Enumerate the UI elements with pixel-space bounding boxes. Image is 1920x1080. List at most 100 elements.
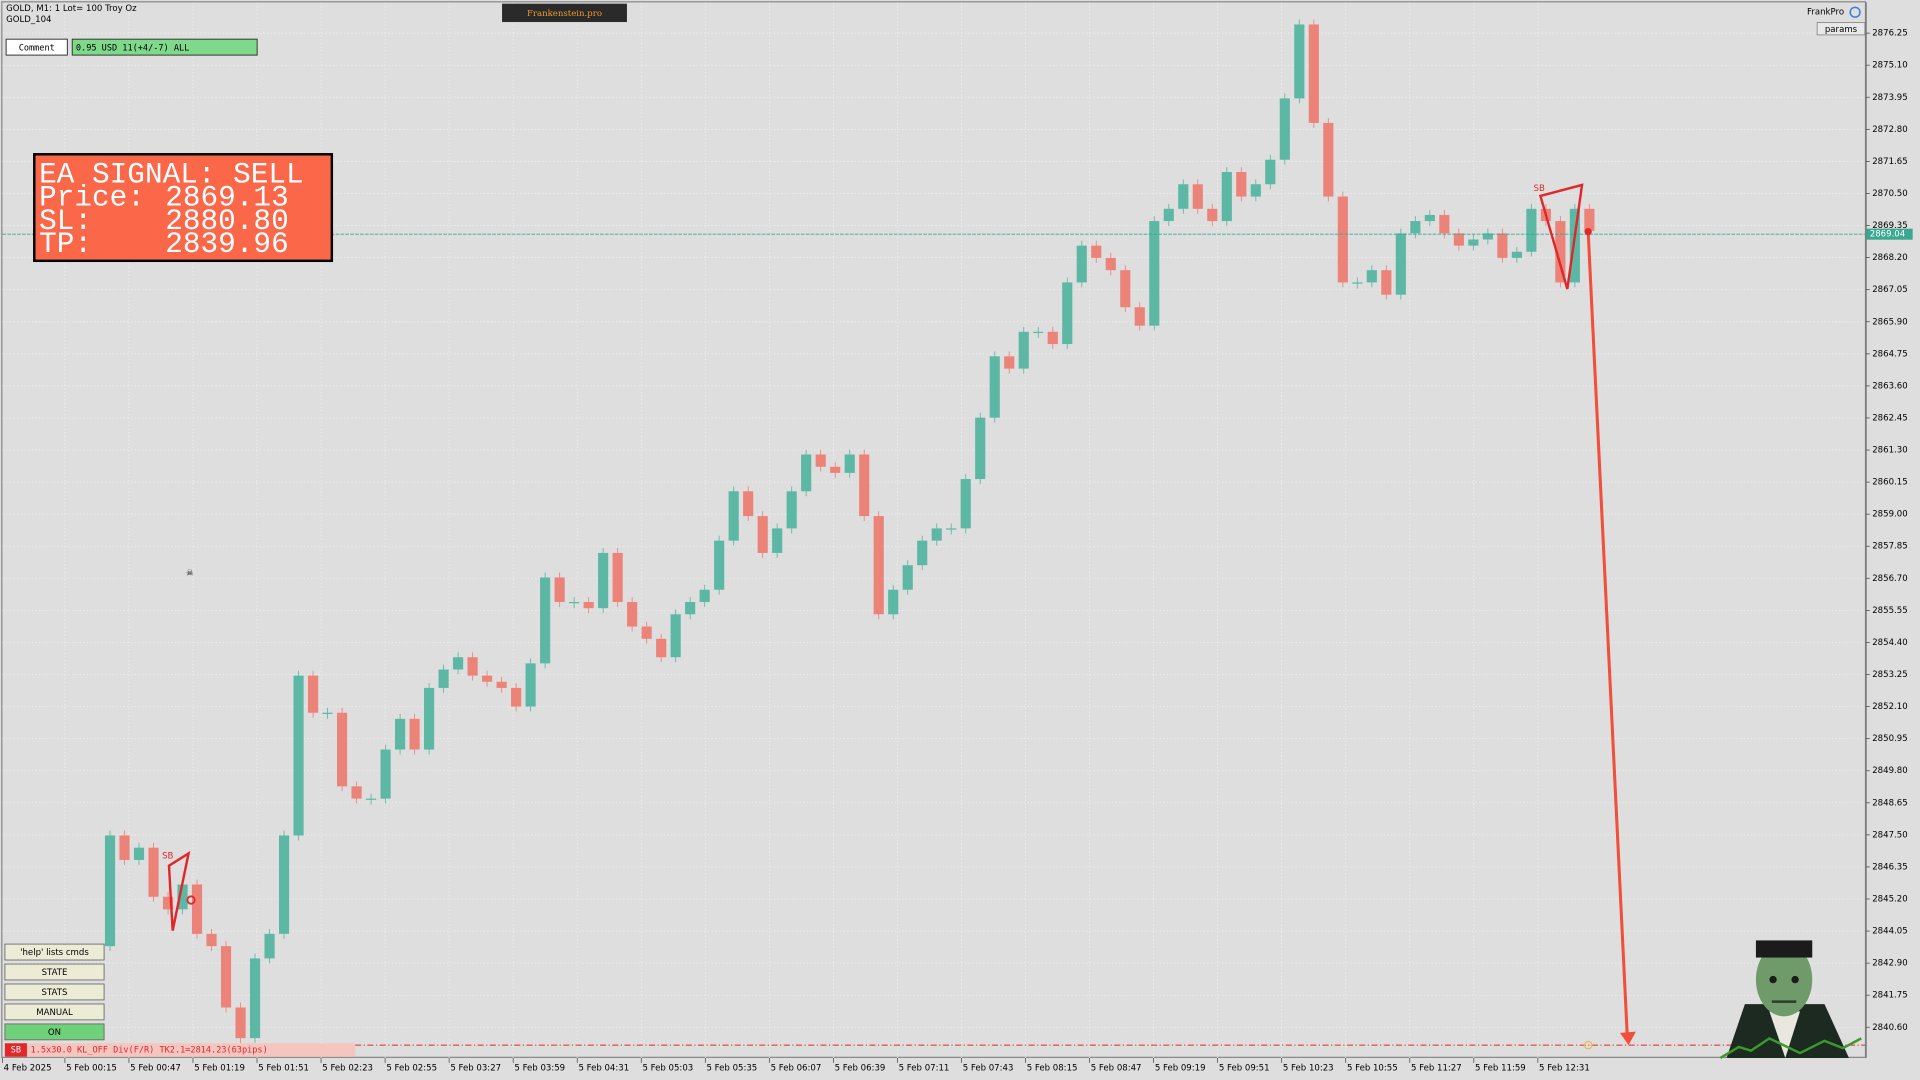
signal-row-label: Price: [39, 182, 145, 215]
candle [685, 602, 696, 615]
signal-panel [33, 153, 334, 263]
candle [801, 454, 812, 492]
account: GOLD_104 [6, 15, 51, 25]
pattern-label: SB [162, 851, 173, 861]
candle [699, 589, 710, 603]
y-tick-label: 2848.65 [1872, 798, 1907, 808]
x-tick-label: 5 Feb 10:23 [1283, 1063, 1334, 1073]
brand-box [502, 3, 627, 23]
candle [757, 516, 768, 553]
y-tick-label: 2871.65 [1872, 157, 1907, 167]
x-tick-label: 5 Feb 11:59 [1475, 1063, 1526, 1073]
candle [264, 933, 275, 959]
candle [1511, 251, 1522, 258]
candle [525, 663, 536, 707]
button-label[interactable]: MANUAL [36, 1008, 73, 1018]
candle [366, 798, 377, 800]
candle [1569, 208, 1580, 283]
comment-value: 0.95 USD 11(+4/-7) ALL [76, 43, 189, 53]
signal-row-label: SL: [39, 205, 92, 238]
y-tick-label: 2852.10 [1872, 702, 1907, 712]
y-tick-label: 2863.60 [1872, 381, 1907, 391]
x-tick-label: 5 Feb 03:27 [450, 1063, 501, 1073]
button[interactable] [4, 1023, 105, 1041]
x-tick-label: 5 Feb 11:27 [1411, 1063, 1462, 1073]
candle [395, 718, 406, 750]
tp-marker [1584, 1040, 1593, 1050]
candle [1236, 171, 1247, 197]
button[interactable] [4, 963, 105, 981]
y-tick-label: 2855.55 [1872, 606, 1907, 616]
status-text: 1.5x30.0 KL_OFF Div(F/R) TK2.1=2814.23(6… [31, 1046, 268, 1056]
candle [1352, 282, 1363, 284]
candle [162, 896, 174, 910]
chart-frame [1, 1, 1867, 1058]
candle [322, 712, 333, 714]
status-tag-box [4, 1043, 27, 1057]
candle [583, 602, 594, 609]
y-tick-label: 2842.90 [1872, 959, 1907, 969]
x-tick-label: 5 Feb 00:47 [130, 1063, 181, 1073]
y-tick-label: 2870.50 [1872, 189, 1907, 199]
y-tick-label: 2873.95 [1872, 93, 1907, 103]
candle [917, 540, 928, 566]
button[interactable] [4, 1003, 105, 1021]
candle [641, 626, 652, 639]
y-tick-label: 2844.05 [1872, 927, 1907, 937]
pattern-triangle [167, 850, 191, 931]
y-tick-label: 2865.90 [1872, 317, 1907, 327]
x-tick-label: 5 Feb 07:43 [963, 1063, 1014, 1073]
candle [714, 540, 725, 590]
x-tick-label: 5 Feb 07:11 [899, 1063, 950, 1073]
signal-title: EA SIGNAL: SELL [39, 158, 303, 191]
params-box[interactable] [1816, 22, 1866, 36]
y-tick-label: 2876.25 [1872, 29, 1907, 39]
candle [409, 718, 420, 750]
candle [496, 681, 507, 688]
params-button[interactable]: params [1825, 25, 1858, 35]
candle [1047, 331, 1058, 345]
candle [989, 356, 1000, 418]
candle [844, 454, 855, 473]
candle [1439, 214, 1450, 234]
candle [278, 835, 290, 934]
button-label[interactable]: STATS [42, 988, 68, 998]
candle [728, 491, 739, 541]
x-tick-label: 5 Feb 12:31 [1539, 1063, 1590, 1073]
button-label[interactable]: STATE [42, 968, 68, 978]
sparkline [1719, 1036, 1862, 1060]
candle [1395, 233, 1406, 295]
candle [467, 657, 478, 676]
button-label[interactable]: 'help' lists cmds [20, 948, 89, 958]
button-label[interactable]: ON [48, 1028, 61, 1038]
comment-label-box [5, 38, 68, 56]
candle [873, 516, 884, 615]
candle [1149, 221, 1160, 326]
candle [336, 712, 348, 787]
candle [743, 491, 754, 517]
candle [1134, 307, 1145, 326]
candle [1381, 270, 1392, 295]
signal-row-value: 2880.80 [165, 205, 288, 238]
x-tick-label: 5 Feb 08:47 [1091, 1063, 1142, 1073]
candle [656, 638, 667, 658]
candle [946, 528, 957, 530]
button[interactable] [4, 983, 105, 1001]
y-tick-label: 2875.10 [1872, 61, 1907, 71]
candle [1033, 331, 1044, 334]
y-tick-label: 2864.75 [1872, 349, 1907, 359]
candle [235, 1007, 246, 1039]
button[interactable] [4, 943, 105, 961]
signal-row-value: 2839.96 [165, 228, 288, 261]
x-tick-label: 5 Feb 08:15 [1027, 1063, 1078, 1073]
candle [627, 602, 638, 627]
candle [1323, 122, 1334, 197]
candle [380, 749, 391, 799]
y-tick-label: 2857.85 [1872, 542, 1907, 552]
candle [1366, 270, 1377, 283]
candle [1468, 239, 1479, 246]
current-price-label: 2869.04 [1870, 230, 1905, 240]
